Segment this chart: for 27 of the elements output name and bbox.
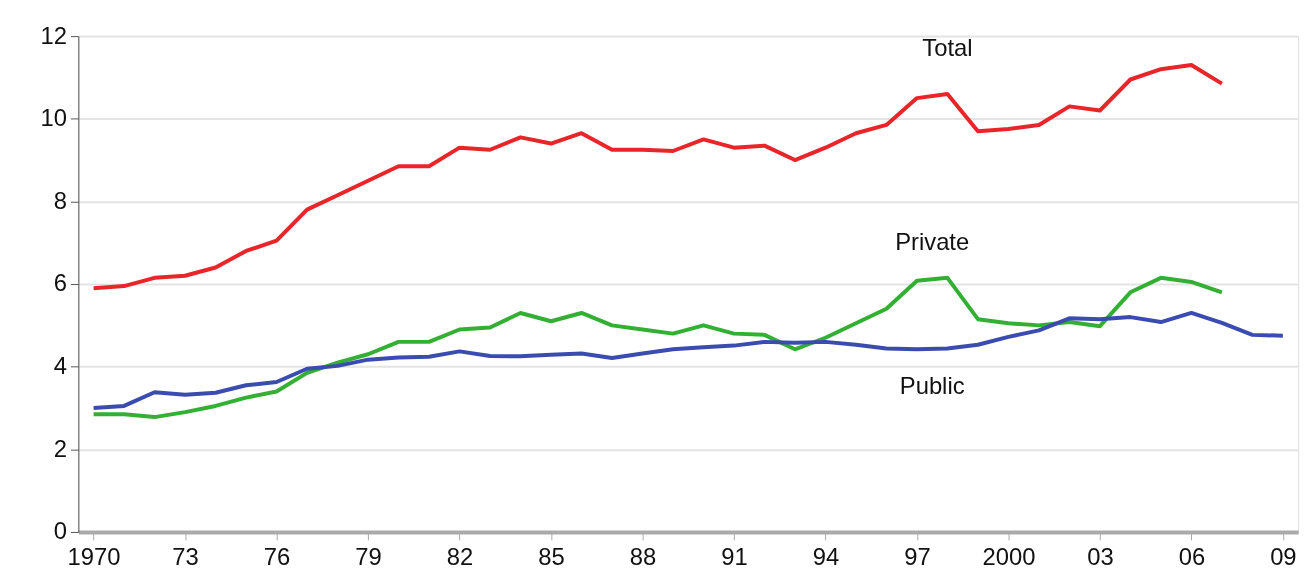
x-tick-label: 82 <box>446 543 474 571</box>
x-tick-label: 09 <box>1270 543 1297 571</box>
y-tick-label: 12 <box>40 21 67 49</box>
x-tick-label: 79 <box>355 543 382 571</box>
y-tick-label: 4 <box>53 352 67 380</box>
x-tick-label: 97 <box>904 543 931 571</box>
line-series <box>91 275 1224 420</box>
y-tick-label: 8 <box>53 186 67 214</box>
x-tick-label: 2000 <box>982 543 1036 571</box>
series-label: Public <box>899 371 965 399</box>
series-label: Private <box>895 227 970 255</box>
x-tick-label: 06 <box>1178 543 1206 571</box>
series-label: Total <box>922 34 973 62</box>
x-tick-label: 94 <box>812 543 840 571</box>
x-tick-label: 73 <box>172 543 199 571</box>
line-series <box>91 63 1224 291</box>
x-tick-label: 76 <box>263 543 291 571</box>
x-tick-label: 91 <box>721 543 748 571</box>
y-tick-label: 10 <box>40 104 67 132</box>
x-tick-label: 1970 <box>67 543 121 571</box>
y-tick-label: 0 <box>53 517 67 545</box>
x-tick-label: 03 <box>1087 543 1114 571</box>
y-tick-label: 6 <box>53 269 67 297</box>
line-series <box>91 310 1285 410</box>
x-tick-label: 85 <box>538 543 565 571</box>
y-tick-label: 2 <box>53 434 67 462</box>
x-tick-label: 88 <box>629 543 657 571</box>
